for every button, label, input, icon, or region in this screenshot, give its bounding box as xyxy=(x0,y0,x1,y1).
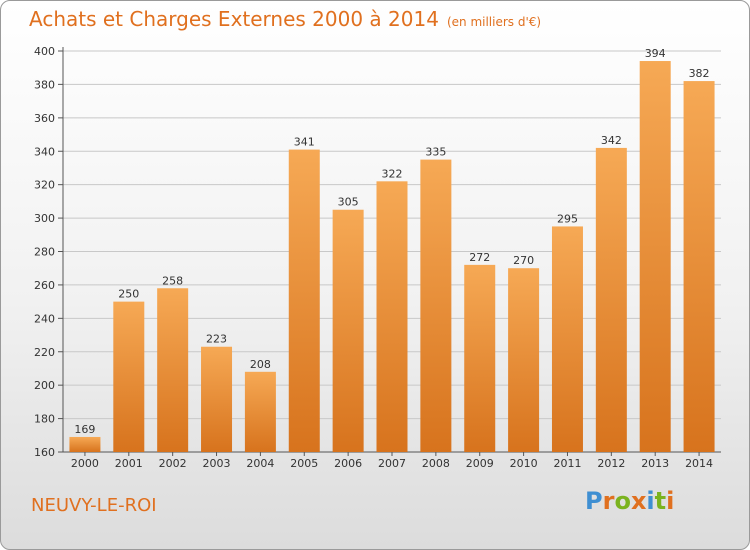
chart-title: Achats et Charges Externes 2000 à 2014 (e… xyxy=(29,7,541,31)
x-tick-label-2001: 2001 xyxy=(115,457,143,470)
bar-2008 xyxy=(420,159,452,452)
bar-2003 xyxy=(201,346,233,452)
bar-2004 xyxy=(244,371,276,452)
bar-2006 xyxy=(332,209,364,452)
x-tick-label-2014: 2014 xyxy=(685,457,713,470)
bar-2002 xyxy=(157,288,189,452)
y-tick-label: 220 xyxy=(34,346,55,359)
x-tick-label-2002: 2002 xyxy=(159,457,187,470)
labels: 169 250 258 223 208 341 305 322 335 272 270 295 342 3… xyxy=(74,47,709,436)
bar-2013 xyxy=(639,61,671,453)
data-label-2000: 169 xyxy=(74,423,95,436)
brand-letter: P xyxy=(585,487,603,515)
bar-2009 xyxy=(464,264,496,452)
y-tick-label: 240 xyxy=(34,312,55,325)
bar-2007 xyxy=(376,181,408,452)
data-label-2002: 258 xyxy=(162,274,183,287)
y-tick-label: 360 xyxy=(34,112,55,125)
axes: 160 180 200 220 240 260 280 300 320 340 360 380 400 2… xyxy=(34,45,721,470)
bar-2005 xyxy=(288,149,320,452)
bars xyxy=(69,61,715,453)
brand-letter: x xyxy=(630,487,647,515)
data-label-2007: 322 xyxy=(382,167,403,180)
chart-title-text: Achats et Charges Externes 2000 à 2014 xyxy=(29,7,439,31)
x-tick-label-2011: 2011 xyxy=(553,457,581,470)
y-tick-label: 180 xyxy=(34,413,55,426)
data-label-2011: 295 xyxy=(557,212,578,225)
data-label-2010: 270 xyxy=(513,254,534,267)
data-label-2014: 382 xyxy=(689,67,710,80)
brand-letter: r xyxy=(602,487,615,515)
brand-logo: Proxiti xyxy=(585,487,674,515)
x-tick-label-2003: 2003 xyxy=(203,457,231,470)
bar-2011 xyxy=(551,226,583,452)
data-label-2005: 341 xyxy=(294,136,315,149)
data-label-2013: 394 xyxy=(645,47,666,60)
x-tick-label-2000: 2000 xyxy=(71,457,99,470)
y-tick-label: 300 xyxy=(34,212,55,225)
y-tick-label: 380 xyxy=(34,78,55,91)
y-tick-label: 200 xyxy=(34,379,55,392)
x-tick-label-2004: 2004 xyxy=(246,457,274,470)
y-tick-label: 400 xyxy=(34,45,55,58)
x-tick-label-2007: 2007 xyxy=(378,457,406,470)
x-tick-label-2006: 2006 xyxy=(334,457,362,470)
chart-subtitle: (en milliers d'€) xyxy=(446,15,542,29)
y-tick-label: 280 xyxy=(34,246,55,259)
y-tick-label: 340 xyxy=(34,145,55,158)
data-label-2008: 335 xyxy=(425,146,446,159)
x-tick-label-2009: 2009 xyxy=(466,457,494,470)
x-tick-label-2013: 2013 xyxy=(641,457,669,470)
y-tick-label: 260 xyxy=(34,279,55,292)
data-label-2006: 305 xyxy=(338,196,359,209)
bar-2000 xyxy=(69,436,101,452)
x-tick-label-2012: 2012 xyxy=(597,457,625,470)
bar-2010 xyxy=(508,268,540,452)
place-name: NEUVY-LE-ROI xyxy=(31,495,157,516)
y-tick-label: 160 xyxy=(34,446,55,459)
data-label-2004: 208 xyxy=(250,358,271,371)
y-tick-label: 320 xyxy=(34,179,55,192)
x-tick-label-2008: 2008 xyxy=(422,457,450,470)
bar-2001 xyxy=(113,301,145,452)
data-label-2001: 250 xyxy=(118,288,139,301)
brand-letter: t xyxy=(654,487,667,515)
brand-letter: i xyxy=(666,487,675,515)
brand-letter: i xyxy=(646,487,655,515)
data-label-2009: 272 xyxy=(469,251,490,264)
brand-letter: o xyxy=(614,487,631,515)
bar-2014 xyxy=(683,81,715,452)
data-label-2012: 342 xyxy=(601,134,622,147)
x-tick-label-2005: 2005 xyxy=(290,457,318,470)
data-label-2003: 223 xyxy=(206,333,227,346)
bar-2012 xyxy=(595,147,627,453)
x-tick-label-2010: 2010 xyxy=(510,457,538,470)
